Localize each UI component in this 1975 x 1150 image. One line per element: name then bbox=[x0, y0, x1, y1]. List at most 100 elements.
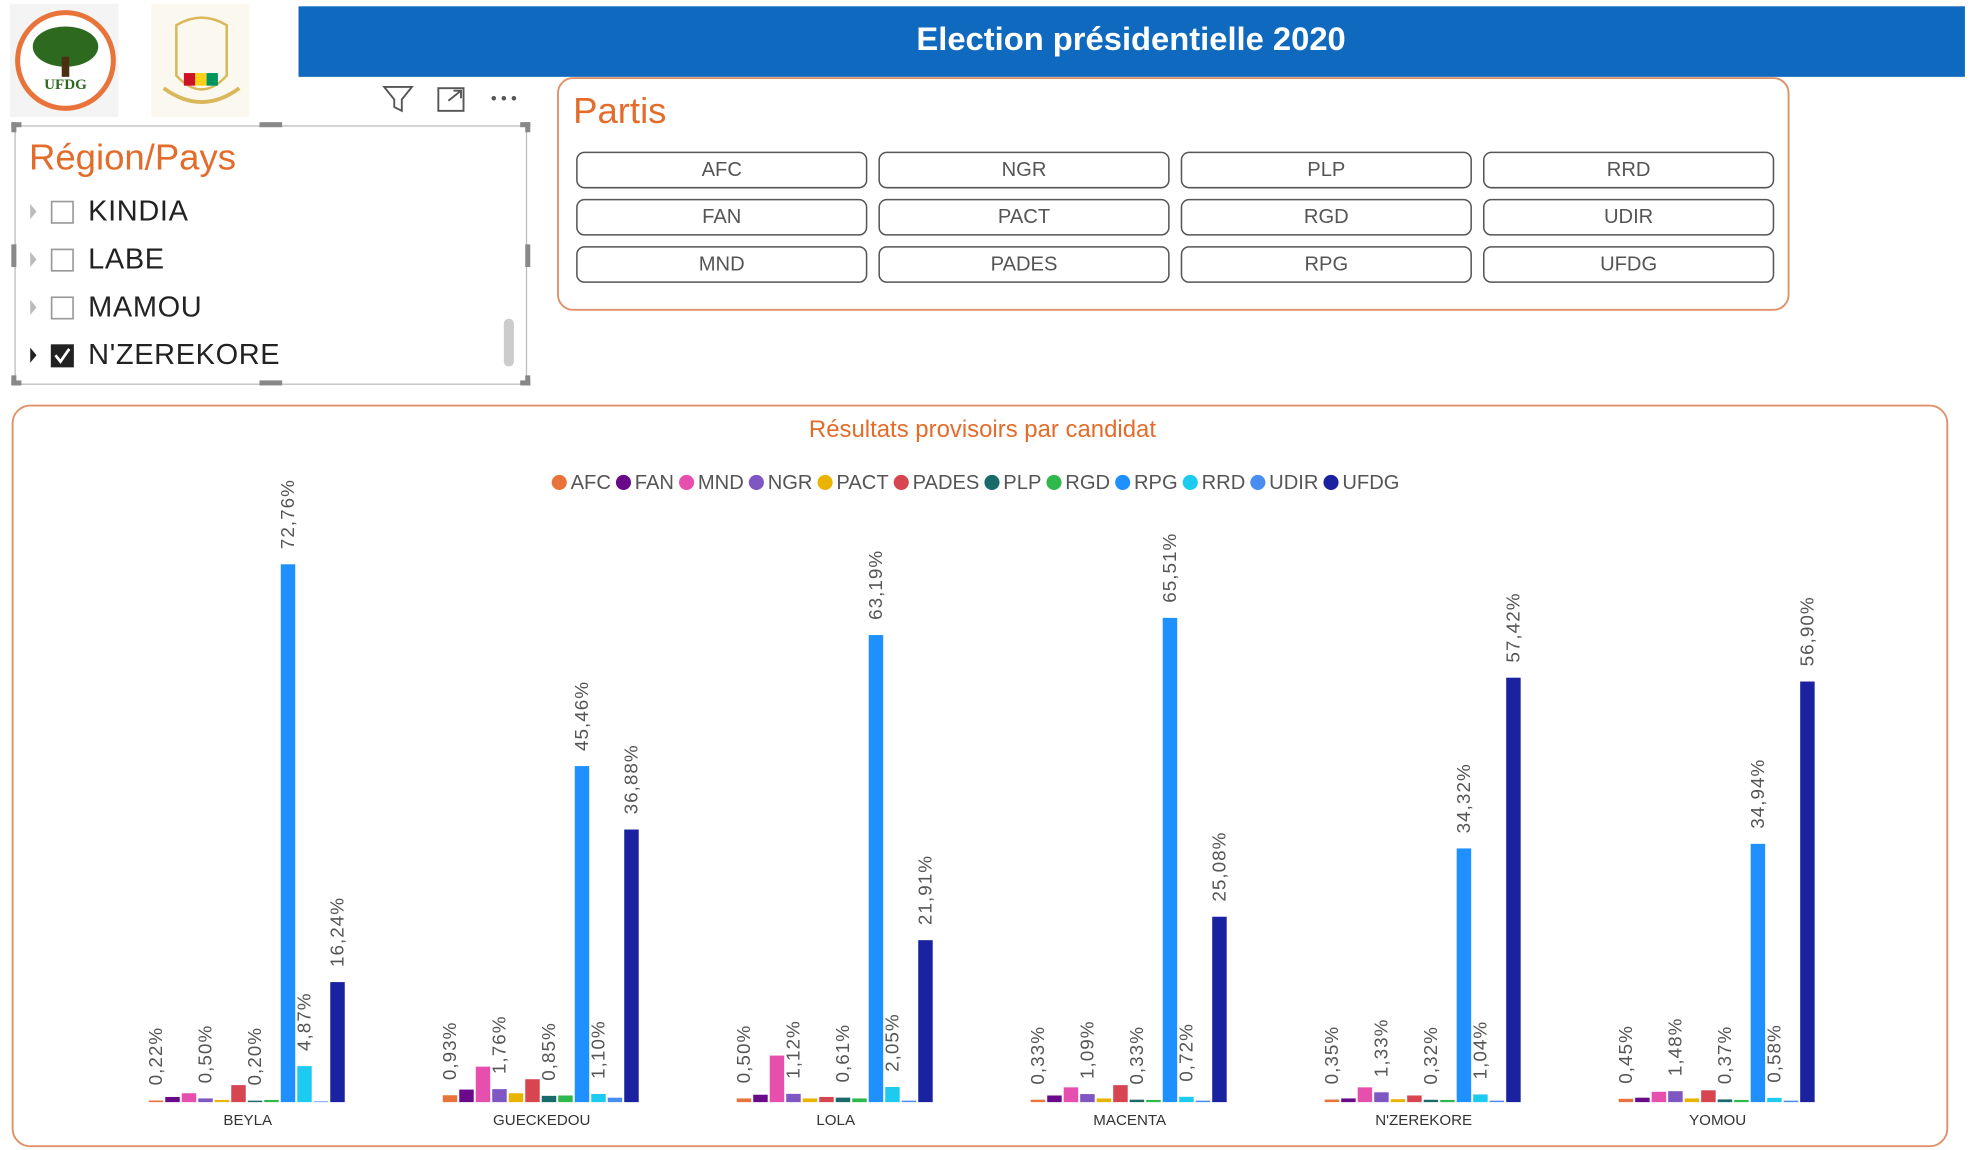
logo-text: UFDG bbox=[44, 77, 87, 93]
legend-dot bbox=[1250, 474, 1266, 490]
bar bbox=[1783, 1100, 1799, 1103]
bar bbox=[330, 982, 345, 1103]
bar bbox=[1423, 1099, 1439, 1103]
legend-label: RGD bbox=[1065, 472, 1110, 494]
expand-arrow bbox=[30, 204, 37, 220]
bar bbox=[1212, 916, 1227, 1103]
filter-icon[interactable] bbox=[382, 85, 414, 113]
legend-label: NGR bbox=[768, 472, 813, 494]
data-label: 0,35% bbox=[1322, 1026, 1343, 1085]
legend-item[interactable]: PLP bbox=[984, 472, 1041, 494]
button-frame bbox=[576, 246, 868, 283]
bar bbox=[802, 1098, 818, 1103]
button-frame bbox=[1483, 151, 1775, 189]
legend-item[interactable]: UFDG bbox=[1323, 472, 1399, 494]
data-label: 0,20% bbox=[245, 1027, 266, 1086]
legend-item[interactable]: PADES bbox=[893, 472, 980, 494]
button-frame bbox=[1180, 198, 1472, 236]
party-button[interactable]: NGR bbox=[878, 151, 1170, 189]
data-label: 0,50% bbox=[734, 1025, 755, 1084]
bar bbox=[459, 1089, 474, 1103]
bar bbox=[165, 1096, 180, 1103]
legend-item[interactable]: RRD bbox=[1182, 472, 1246, 494]
legend-item[interactable]: UDIR bbox=[1250, 472, 1318, 494]
data-label: 56,90% bbox=[1798, 596, 1819, 666]
button-label: PACT bbox=[998, 206, 1050, 228]
party-button[interactable]: RRD bbox=[1483, 151, 1775, 189]
slicer-item-label: MAMOU bbox=[88, 291, 202, 323]
bar bbox=[214, 1099, 230, 1103]
data-label: 72,76% bbox=[278, 479, 299, 549]
bar bbox=[918, 940, 933, 1103]
region-slicer: Région/Pays bbox=[11, 122, 531, 386]
button-label: PADES bbox=[991, 253, 1058, 275]
bar bbox=[313, 1101, 329, 1103]
checkbox[interactable] bbox=[50, 248, 74, 272]
button-frame bbox=[576, 151, 868, 189]
data-label: 1,33% bbox=[1372, 1019, 1393, 1078]
bar bbox=[1195, 1100, 1211, 1103]
party-button[interactable]: PADES bbox=[878, 246, 1170, 283]
legend-item[interactable]: MND bbox=[679, 472, 744, 494]
bar bbox=[753, 1094, 768, 1103]
data-label: 0,33% bbox=[1127, 1026, 1148, 1085]
legend-item[interactable]: RGD bbox=[1046, 472, 1110, 494]
bar bbox=[1047, 1095, 1062, 1103]
chart-title: Résultats provisoirs par candidat bbox=[809, 416, 1156, 443]
legend-item[interactable]: PACT bbox=[817, 472, 889, 494]
x-tick-label: LOLA bbox=[816, 1112, 856, 1129]
x-tick-label: BEYLA bbox=[223, 1112, 273, 1129]
legend-dot bbox=[615, 474, 632, 490]
party-button[interactable]: RPG bbox=[1180, 246, 1472, 283]
slicer-item-label: KINDIA bbox=[88, 196, 188, 228]
legend-item[interactable]: AFC bbox=[551, 472, 611, 494]
legend-item[interactable]: FAN bbox=[615, 472, 674, 494]
slicer-item[interactable]: KINDIA bbox=[30, 196, 188, 228]
bar bbox=[541, 1095, 557, 1103]
slicer-item[interactable]: LABE bbox=[30, 243, 165, 275]
bar bbox=[1324, 1099, 1340, 1103]
focus-icon[interactable] bbox=[437, 87, 465, 112]
data-label: 0,58% bbox=[1765, 1024, 1786, 1083]
slicer-item[interactable]: N'ZEREKORE bbox=[30, 339, 280, 371]
checkbox[interactable] bbox=[50, 200, 74, 224]
party-button[interactable]: RGD bbox=[1180, 198, 1472, 236]
bar bbox=[442, 1095, 458, 1103]
scrollbar[interactable] bbox=[503, 318, 514, 367]
bar bbox=[1162, 617, 1178, 1103]
x-tick-label: GUECKEDOU bbox=[493, 1112, 590, 1129]
legend-dot bbox=[817, 474, 833, 490]
checkbox[interactable] bbox=[50, 296, 74, 320]
party-button[interactable]: PACT bbox=[878, 198, 1170, 236]
legend-item[interactable]: RPG bbox=[1115, 472, 1178, 494]
bar bbox=[868, 635, 884, 1103]
legend-dot bbox=[984, 474, 1000, 490]
party-button[interactable]: UFDG bbox=[1483, 246, 1775, 283]
data-label: 0,93% bbox=[440, 1022, 461, 1081]
bar bbox=[1357, 1087, 1373, 1103]
bar bbox=[624, 829, 639, 1103]
more-icon[interactable] bbox=[491, 95, 517, 101]
slicer-item[interactable]: MAMOU bbox=[30, 291, 202, 323]
party-button[interactable]: PLP bbox=[1180, 151, 1472, 189]
party-button[interactable]: MND bbox=[576, 246, 868, 283]
bar bbox=[1440, 1099, 1455, 1103]
legend-item[interactable]: NGR bbox=[748, 472, 813, 494]
bar bbox=[264, 1099, 279, 1103]
bar bbox=[1701, 1090, 1716, 1103]
data-label: 1,48% bbox=[1666, 1018, 1687, 1077]
data-label: 45,46% bbox=[572, 681, 593, 751]
legend-label: AFC bbox=[571, 472, 611, 494]
bar bbox=[819, 1096, 834, 1103]
party-button[interactable]: FAN bbox=[576, 198, 868, 236]
bar bbox=[885, 1086, 900, 1103]
button-frame bbox=[878, 151, 1170, 189]
bar bbox=[1080, 1094, 1095, 1103]
bar bbox=[1489, 1100, 1505, 1103]
party-button[interactable]: AFC bbox=[576, 151, 868, 189]
party-button[interactable]: UDIR bbox=[1483, 198, 1775, 236]
bar bbox=[607, 1097, 623, 1103]
button-frame bbox=[1483, 198, 1775, 236]
bar bbox=[1096, 1098, 1112, 1103]
